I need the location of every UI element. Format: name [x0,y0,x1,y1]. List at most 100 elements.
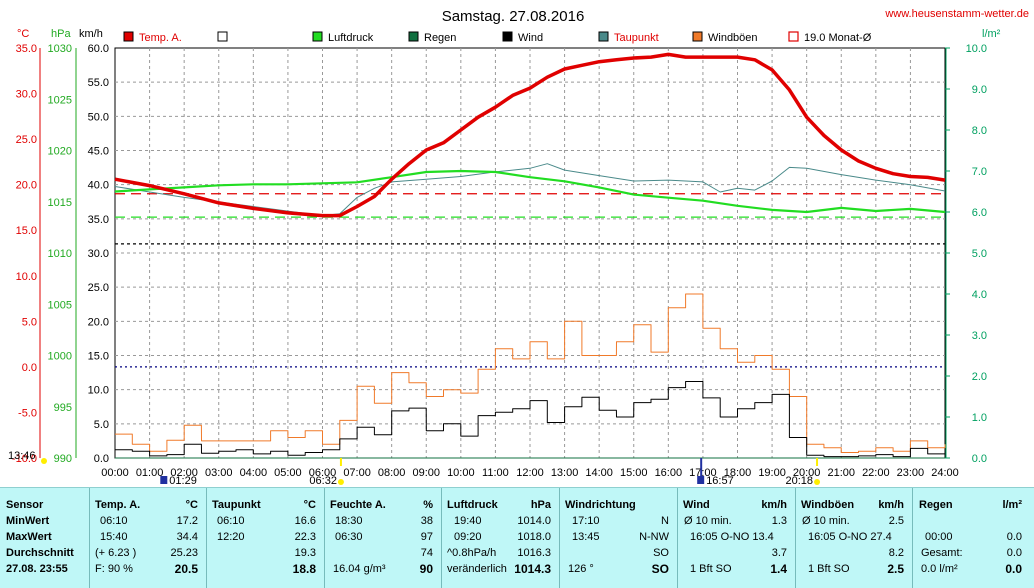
stats-time: 15:40 [100,531,128,543]
wind-tick-label: 45.0 [88,146,109,158]
time-tick-label: 21:00 [827,467,855,479]
marker-sunset-label: 20:18 [786,475,814,487]
stats-note: Gesamt: [921,547,963,559]
wind-tick-label: 10.0 [88,385,109,397]
series-windb-en [115,293,946,453]
sun-icon [814,479,821,485]
marker-moonrise-label: 01:29 [169,475,197,487]
stats-value: 1.3 [771,515,787,527]
stats-unit-dew: °C [303,499,316,511]
stats-col-gust: Windböen km/h Ø 10 min. 2.5 16:05 O-NO 2… [796,488,913,588]
temp-tick-label: 5.0 [22,316,37,328]
wind-tick-label: 5.0 [94,419,109,431]
temp-unit: °C [17,28,29,40]
temp-tick-label: 15.0 [16,225,37,237]
legend-swatch [312,31,323,42]
wind-unit: km/h [79,28,103,40]
stats-header-sensor: Sensor [6,499,44,511]
stats-note: 16.04 g/m³ [333,563,386,575]
legend-label: Regen [424,32,456,44]
time-tick-label: 15:00 [620,467,648,479]
stats-value: 22.3 [294,531,316,543]
stats-value: N-NW [639,531,669,543]
wind-tick-label: 35.0 [88,214,109,226]
wind-tick-label: 55.0 [88,77,109,89]
legend-label: Windböen [708,32,758,44]
time-tick-label: 09:00 [412,467,440,479]
time-tick-label: 01:00 [136,467,164,479]
stats-time: 18:30 [335,515,363,527]
pressure-tick-label: 1020 [48,146,72,158]
stats-current: SO [651,562,669,576]
stats-header-winddir: Windrichtung [565,499,636,511]
stats-note: Ø 10 min. [802,515,850,527]
wind-tick-label: 50.0 [88,111,109,123]
stats-row-label: Durchschnitt [6,547,74,559]
stats-value: 1016.3 [517,547,551,559]
wind-tick-label: 15.0 [88,351,109,363]
stats-value: 19.3 [294,547,316,559]
stats-col-dew: Taupunkt °C 06:10 16.6 12:20 22.3 19.3 1… [207,488,325,588]
stats-note: 1 Bft SO [690,563,732,575]
temp-tick-label: 25.0 [16,134,37,146]
wind-tick-label: 40.0 [88,180,109,192]
stats-value: 2.5 [888,515,904,527]
pressure-tick-label: 1000 [48,351,72,363]
time-tick-label: 16:00 [655,467,683,479]
time-tick-label: 20:00 [793,467,821,479]
sun-icon [337,479,344,485]
stats-col-humidity: Feuchte A. % 18:30 38 06:30 97 74 16.04 … [325,488,442,588]
stats-unit-gust: km/h [878,499,904,511]
time-tick-label: 19:00 [758,467,786,479]
stats-note: 0.0 l/m² [921,563,958,575]
stats-current: 18.8 [292,562,316,576]
time-tick-label: 04:00 [240,467,268,479]
pressure-tick-label: 1010 [48,248,72,260]
time-tick-label: 06:00 [309,467,337,479]
rain-tick-label: 10.0 [966,43,987,55]
stats-time: 09:20 [454,531,482,543]
series-luftdruck [114,169,946,214]
stats-note: 16:05 O-NO 13.4 [690,531,774,543]
time-tick-label: 05:00 [274,467,302,479]
time-tick-label: 22:00 [862,467,890,479]
time-tick-label: 17:00 [689,467,717,479]
stats-unit-humidity: % [423,499,433,511]
time-tick-label: 14:00 [585,467,613,479]
site-url: www.heusenstamm-wetter.de [884,8,1029,20]
stats-row-label: 27.08. 23:55 [6,563,68,575]
stats-note: veränderlich [447,563,507,575]
legend-swatch [692,31,703,42]
legend-swatch [598,31,609,42]
temp-tick-label: 30.0 [16,89,37,101]
pressure-tick-label: 1005 [48,299,72,311]
rain-unit: l/m² [982,28,1001,40]
stats-time: 13:45 [572,531,600,543]
stats-value: 34.4 [176,531,198,543]
legend-swatch [408,31,419,42]
legend-swatch [123,31,134,42]
wind-tick-label: 60.0 [88,43,109,55]
stats-current: 2.5 [887,562,904,576]
stats-col-sensor: Sensor MinWert MaxWert Durchschnitt 27.0… [0,488,90,588]
pressure-tick-label: 1015 [48,197,72,209]
stats-value: 38 [420,515,433,527]
stats-value: 3.7 [771,547,787,559]
stats-note: ^0.8hPa/h [447,547,497,559]
stats-unit-temp: °C [185,499,198,511]
rain-tick-label: 9.0 [972,84,987,96]
pressure-tick-label: 995 [54,402,72,414]
temp-tick-label: 0.0 [22,362,37,374]
legend-label: 19.0 Monat-Ø [804,32,872,44]
stats-value: 17.2 [176,515,198,527]
marker-sunrise-label: 06:32 [309,475,337,487]
axes: 00:00 01:00 02:00 03:00 04:00 05:00 06:00 07:00… [12,43,987,479]
stats-col-temp: Temp. A. °C 06:10 17.2 15:40 34.4 (+ 6.2… [90,488,207,588]
stats-col-winddir: Windrichtung 17:10 N 13:45 N-NW SO 126 °… [560,488,678,588]
legend-label: Temp. A. [139,32,182,44]
legend-swatch [217,31,228,42]
stats-time: 00:00 [925,531,953,543]
stats-current: 0.0 [1005,562,1022,576]
stats-value: SO [653,547,669,559]
stats-time: 06:30 [335,531,363,543]
